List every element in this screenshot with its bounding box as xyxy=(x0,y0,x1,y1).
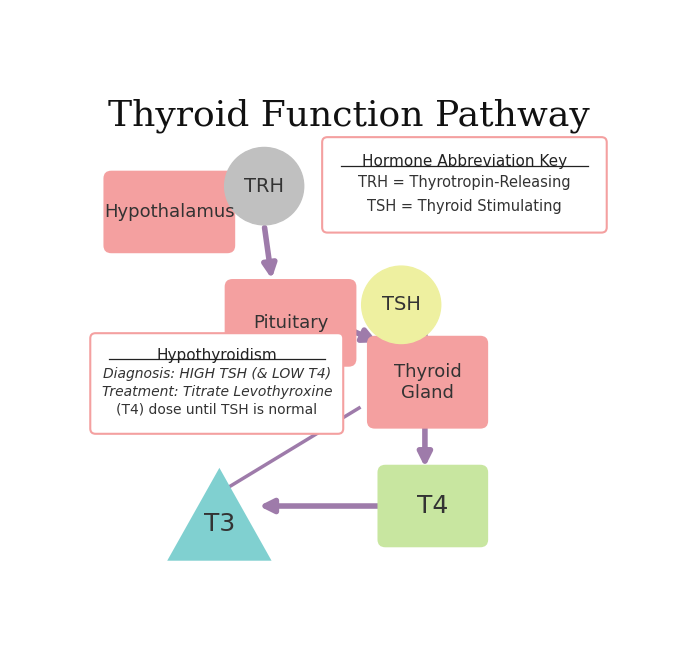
Text: Treatment: Titrate Levothyroxine: Treatment: Titrate Levothyroxine xyxy=(101,385,332,399)
Text: Thyroid
Gland: Thyroid Gland xyxy=(394,362,462,401)
Text: TRH = Thyrotropin-Releasing: TRH = Thyrotropin-Releasing xyxy=(358,175,571,190)
FancyBboxPatch shape xyxy=(377,465,488,547)
Text: TRH: TRH xyxy=(244,177,284,196)
Text: Hypothyroidism: Hypothyroidism xyxy=(156,348,277,362)
FancyBboxPatch shape xyxy=(90,333,343,433)
Text: Hormone Abbreviation Key: Hormone Abbreviation Key xyxy=(362,153,567,169)
Text: TSH: TSH xyxy=(381,295,421,314)
FancyBboxPatch shape xyxy=(322,137,607,232)
Polygon shape xyxy=(167,468,271,561)
Text: Diagnosis: HIGH TSH (& LOW T4): Diagnosis: HIGH TSH (& LOW T4) xyxy=(103,366,330,381)
Text: T3: T3 xyxy=(204,512,235,535)
Text: Pituitary: Pituitary xyxy=(253,314,328,332)
Text: T4: T4 xyxy=(417,494,449,518)
FancyBboxPatch shape xyxy=(103,171,235,253)
Text: TSH = Thyroid Stimulating: TSH = Thyroid Stimulating xyxy=(367,199,562,214)
Circle shape xyxy=(224,147,304,225)
Text: Hypothalamus: Hypothalamus xyxy=(104,203,235,221)
FancyBboxPatch shape xyxy=(224,279,356,366)
FancyBboxPatch shape xyxy=(367,336,488,429)
Text: (T4) dose until TSH is normal: (T4) dose until TSH is normal xyxy=(116,403,318,417)
Circle shape xyxy=(362,266,441,344)
Text: Thyroid Function Pathway: Thyroid Function Pathway xyxy=(107,98,590,133)
